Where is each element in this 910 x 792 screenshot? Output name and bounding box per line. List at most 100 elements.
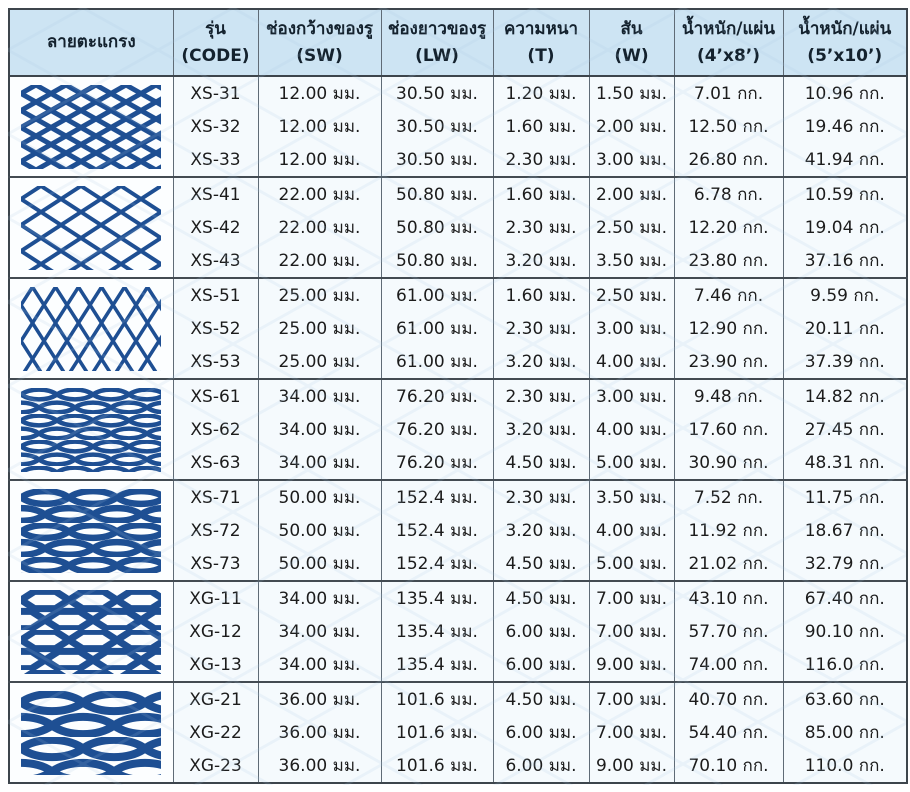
mesh-pattern-image-hex-large — [10, 583, 172, 681]
weight-5x10-cell: 37.16 กก. — [782, 244, 908, 278]
weight-4x8-cell: 23.90 กก. — [673, 345, 784, 379]
weight-5x10-cell: 116.0 กก. — [782, 648, 908, 682]
weight-5x10-cell: 41.94 กก. — [782, 143, 908, 177]
code-cell: XG-13 — [172, 648, 259, 682]
code-cell: XS-61 — [172, 378, 259, 413]
weight-5x10-cell: 11.75 กก. — [782, 479, 908, 514]
w-cell: 7.00 มม. — [588, 681, 675, 716]
weight-5x10-cell: 48.31 กก. — [782, 446, 908, 480]
lw-cell: 50.80 มม. — [380, 244, 494, 278]
code-cell: XS-51 — [172, 277, 259, 312]
t-cell: 2.30 มม. — [492, 211, 590, 244]
weight-5x10-cell: 19.04 กก. — [782, 211, 908, 244]
weight-4x8-cell: 23.80 กก. — [673, 244, 784, 278]
weight-4x8-cell: 43.10 กก. — [673, 580, 784, 615]
code-cell: XS-73 — [172, 547, 259, 581]
weight-5x10-cell: 10.96 กก. — [782, 75, 908, 110]
t-cell: 1.60 มม. — [492, 277, 590, 312]
code-cell: XG-11 — [172, 580, 259, 615]
w-cell: 2.00 มม. — [588, 110, 675, 143]
header-pattern-label: ลายตะแกรง — [46, 32, 136, 53]
lw-cell: 135.4 มม. — [380, 615, 494, 648]
w-cell: 4.00 มม. — [588, 345, 675, 379]
code-cell: XS-63 — [172, 446, 259, 480]
t-cell: 2.30 มม. — [492, 479, 590, 514]
code-cell: XG-22 — [172, 716, 259, 749]
code-cell: XS-33 — [172, 143, 259, 177]
table-body: XS-31 12.00 มม. 30.50 มม. 1.20 มม. 1.50 มม. 7… — [8, 75, 908, 783]
t-cell: 2.30 มม. — [492, 378, 590, 413]
t-cell: 1.60 มม. — [492, 110, 590, 143]
w-cell: 4.00 มม. — [588, 514, 675, 547]
sw-cell: 36.00 มม. — [257, 716, 382, 749]
code-cell: XS-52 — [172, 312, 259, 345]
code-cell: XS-32 — [172, 110, 259, 143]
spec-row-xg-21: XG-21 36.00 มม. 101.6 มม. 4.50 มม. 7.00 มม. 4… — [8, 681, 908, 783]
weight-5x10-cell: 67.40 กก. — [782, 580, 908, 615]
header-weight-4x8: น้ำหนัก/แผ่น (4’x8’) — [673, 9, 784, 77]
mesh-pattern-cell-diamond-tall — [8, 277, 174, 379]
code-cell: XS-42 — [172, 211, 259, 244]
weight-4x8-cell: 7.46 กก. — [673, 277, 784, 312]
lw-cell: 101.6 มม. — [380, 716, 494, 749]
sw-cell: 22.00 มม. — [257, 244, 382, 278]
t-cell: 3.20 มม. — [492, 413, 590, 446]
code-cell: XS-41 — [172, 176, 259, 211]
t-cell: 4.50 มม. — [492, 580, 590, 615]
sw-cell: 50.00 มม. — [257, 479, 382, 514]
weight-4x8-cell: 9.48 กก. — [673, 378, 784, 413]
t-cell: 4.50 มม. — [492, 547, 590, 581]
code-cell: XG-21 — [172, 681, 259, 716]
weight-5x10-cell: 18.67 กก. — [782, 514, 908, 547]
w-cell: 5.00 มม. — [588, 446, 675, 480]
mesh-pattern-image-diamond-tall — [10, 280, 172, 378]
w-cell: 3.50 มม. — [588, 479, 675, 514]
weight-5x10-cell: 110.0 กก. — [782, 749, 908, 783]
header-sw: ช่องกว้างของรู (SW) — [257, 9, 382, 77]
mesh-pattern-cell-lens-fine — [8, 378, 174, 480]
w-cell: 4.00 มม. — [588, 413, 675, 446]
weight-4x8-cell: 12.50 กก. — [673, 110, 784, 143]
lw-cell: 76.20 มม. — [380, 413, 494, 446]
t-cell: 2.30 มม. — [492, 143, 590, 177]
lw-cell: 30.50 มม. — [380, 75, 494, 110]
sw-cell: 50.00 มม. — [257, 547, 382, 581]
lw-cell: 30.50 มม. — [380, 110, 494, 143]
lw-cell: 135.4 มม. — [380, 580, 494, 615]
weight-5x10-cell: 20.11 กก. — [782, 312, 908, 345]
t-cell: 1.60 มม. — [492, 176, 590, 211]
weight-5x10-cell: 9.59 กก. — [782, 277, 908, 312]
t-cell: 4.50 มม. — [492, 681, 590, 716]
header-row: ลายตะแกรง รุ่น (CODE) ช่องกว้างของรู (SW… — [8, 9, 908, 77]
weight-5x10-cell: 32.79 กก. — [782, 547, 908, 581]
sw-cell: 12.00 มม. — [257, 110, 382, 143]
weight-4x8-cell: 7.01 กก. — [673, 75, 784, 110]
spec-row-xs-31: XS-31 12.00 มม. 30.50 มม. 1.20 มม. 1.50 มม. 7… — [8, 75, 908, 177]
sw-cell: 34.00 มม. — [257, 580, 382, 615]
t-cell: 3.20 มม. — [492, 345, 590, 379]
lw-cell: 50.80 มม. — [380, 211, 494, 244]
spec-row-xg-11: XG-11 34.00 มม. 135.4 มม. 4.50 มม. 7.00 มม. 4… — [8, 580, 908, 682]
weight-4x8-cell: 26.80 กก. — [673, 143, 784, 177]
code-cell: XS-53 — [172, 345, 259, 379]
weight-4x8-cell: 70.10 กก. — [673, 749, 784, 783]
lw-cell: 135.4 มม. — [380, 648, 494, 682]
spec-table-wrap: ลายตะแกรง รุ่น (CODE) ช่องกว้างของรู (SW… — [8, 8, 908, 784]
lw-cell: 50.80 มม. — [380, 176, 494, 211]
sw-cell: 12.00 มม. — [257, 75, 382, 110]
code-cell: XG-12 — [172, 615, 259, 648]
sw-cell: 22.00 มม. — [257, 211, 382, 244]
sw-cell: 34.00 มม. — [257, 413, 382, 446]
weight-4x8-cell: 74.00 กก. — [673, 648, 784, 682]
sw-cell: 12.00 มม. — [257, 143, 382, 177]
t-cell: 3.20 มม. — [492, 514, 590, 547]
w-cell: 2.00 มม. — [588, 176, 675, 211]
w-cell: 7.00 มม. — [588, 615, 675, 648]
sw-cell: 25.00 มม. — [257, 277, 382, 312]
w-cell: 3.00 มม. — [588, 378, 675, 413]
mesh-pattern-image-diamond-fine — [10, 78, 172, 176]
weight-5x10-cell: 85.00 กก. — [782, 716, 908, 749]
header-pattern: ลายตะแกรง — [8, 9, 174, 77]
code-cell: XS-43 — [172, 244, 259, 278]
header-code: รุ่น (CODE) — [172, 9, 259, 77]
